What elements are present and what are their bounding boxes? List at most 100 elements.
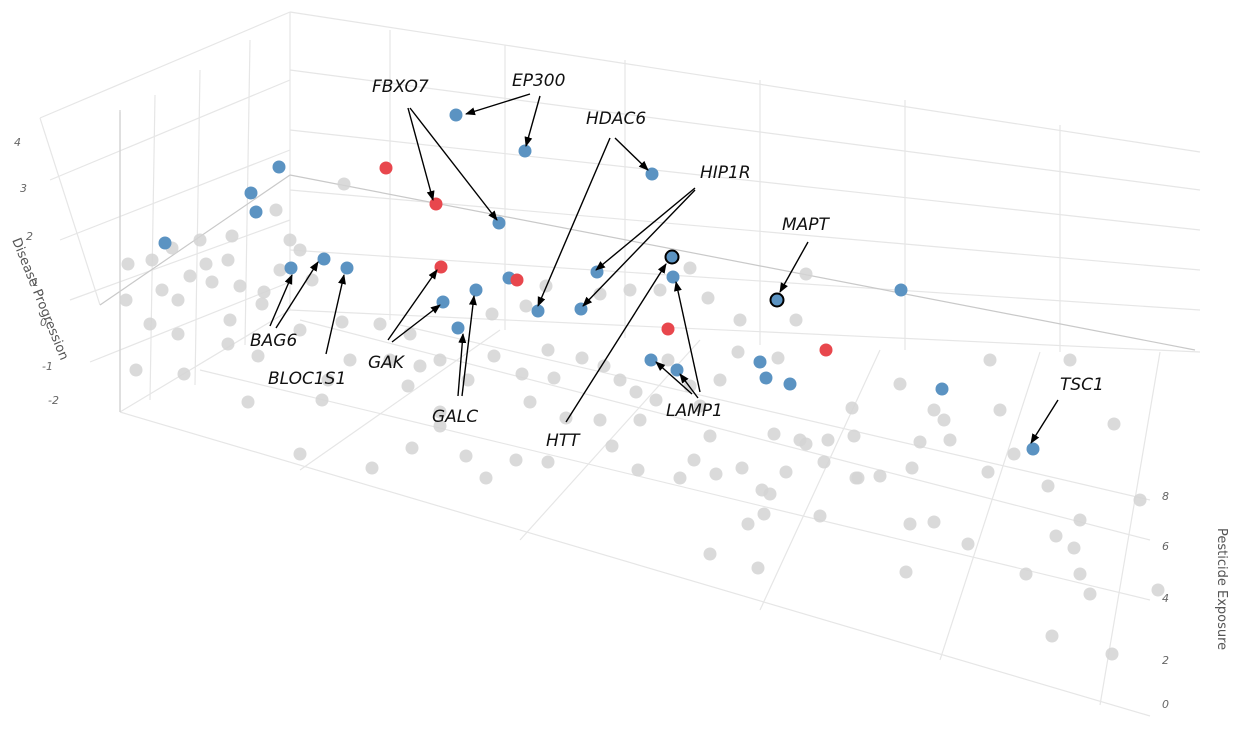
data-point-gray	[1073, 513, 1087, 527]
data-point-gray	[937, 413, 951, 427]
data-point-gray	[541, 343, 555, 357]
data-point-gray	[793, 433, 807, 447]
data-point-gray	[629, 385, 643, 399]
data-point-gray	[851, 471, 865, 485]
data-point-gray	[1083, 587, 1097, 601]
annotation-arrow	[409, 107, 498, 221]
gray-points	[119, 177, 1165, 661]
data-point-gray	[1019, 567, 1033, 581]
grid-line	[759, 349, 881, 611]
data-point-gray	[903, 517, 917, 531]
data-point-gray	[403, 327, 417, 341]
data-point-gray	[199, 257, 213, 271]
data-point-gray	[613, 373, 627, 387]
annotation-arrow	[325, 274, 346, 355]
data-point-gray	[223, 313, 237, 327]
gene-label-bloc1s1: BLOC1S1	[268, 369, 346, 389]
data-point-blue	[645, 167, 659, 181]
annotation-arrow	[582, 189, 696, 307]
y-tick: 4	[1162, 592, 1169, 605]
data-point-gray	[293, 243, 307, 257]
z-axis-title: Disease Progression	[8, 236, 71, 363]
gene-label-bag6: BAG6	[250, 331, 297, 351]
data-point-gray	[401, 379, 415, 393]
data-point-gray	[251, 349, 265, 363]
data-point-red	[661, 322, 675, 336]
data-point-gray	[337, 177, 351, 191]
data-point-gray	[413, 359, 427, 373]
data-point-red	[429, 197, 443, 211]
data-point-gray	[121, 257, 135, 271]
z-tick: -2	[48, 394, 59, 407]
y-tick: 2	[1162, 654, 1169, 667]
grid-line	[39, 117, 101, 306]
annotation-arrow	[595, 187, 696, 271]
data-point-gray	[373, 317, 387, 331]
data-point-gray	[233, 279, 247, 293]
gene-label-mapt: MAPT	[782, 215, 831, 235]
data-point-gray	[459, 449, 473, 463]
data-point-gray	[623, 283, 637, 297]
data-point-gray	[143, 317, 157, 331]
data-point-gray	[293, 447, 307, 461]
data-point-gray	[241, 395, 255, 409]
data-point-gray	[633, 413, 647, 427]
gene-label-gak: GAK	[368, 353, 406, 373]
data-point-gray	[155, 283, 169, 297]
data-point-gray	[813, 509, 827, 523]
y-tick: 6	[1162, 540, 1169, 553]
gene-label-ep300: EP300	[512, 71, 565, 91]
grid-line	[39, 11, 291, 119]
data-point-gray	[913, 435, 927, 449]
data-point-gray	[649, 393, 663, 407]
data-point-gray	[943, 433, 957, 447]
data-point-blue	[666, 270, 680, 284]
grid-line	[69, 219, 291, 301]
annotation-arrows	[269, 93, 1059, 444]
data-point-gray	[515, 367, 529, 381]
data-point-gray	[129, 363, 143, 377]
data-point-gray	[661, 353, 675, 367]
data-point-blue	[244, 186, 258, 200]
data-point-blue	[469, 283, 483, 297]
grid-line	[289, 309, 1201, 353]
data-point-gray	[283, 233, 297, 247]
grid-line	[939, 351, 1041, 661]
data-point-gray	[183, 269, 197, 283]
data-point-gray	[899, 565, 913, 579]
data-point-gray	[927, 515, 941, 529]
gene-label-tsc1: TSC1	[1060, 375, 1104, 395]
data-point-gray	[509, 453, 523, 467]
annotation-arrow	[387, 269, 438, 341]
data-point-gray	[119, 293, 133, 307]
data-point-gray	[365, 461, 379, 475]
data-point-blue	[935, 382, 949, 396]
data-point-blue	[759, 371, 773, 385]
annotation-arrow	[614, 137, 649, 171]
data-point-gray	[575, 351, 589, 365]
data-point-gray	[687, 453, 701, 467]
z-tick: 1	[32, 276, 39, 289]
data-point-gray	[733, 313, 747, 327]
data-point-gray	[171, 327, 185, 341]
data-point-gray	[709, 467, 723, 481]
annotation-arrow	[465, 93, 531, 116]
data-point-gray	[741, 517, 755, 531]
data-point-gray	[821, 433, 835, 447]
data-point-blue	[492, 216, 506, 230]
z-tick: 0	[40, 316, 47, 329]
data-point-gray	[171, 293, 185, 307]
data-point-gray	[927, 403, 941, 417]
data-point-gray	[1045, 629, 1059, 643]
data-point-red	[510, 273, 524, 287]
data-point-gray	[225, 229, 239, 243]
annotation-arrow	[457, 333, 467, 397]
data-point-outlined	[664, 249, 680, 265]
data-point-gray	[321, 373, 335, 387]
data-point-gray	[255, 297, 269, 311]
data-point-gray	[383, 353, 397, 367]
data-point-gray	[405, 441, 419, 455]
data-point-gray	[893, 377, 907, 391]
data-point-gray	[593, 287, 607, 301]
